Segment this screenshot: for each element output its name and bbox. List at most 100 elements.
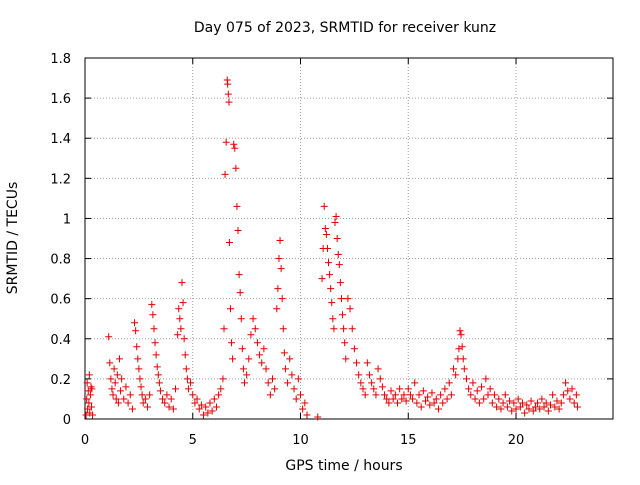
data-point	[482, 375, 490, 383]
x-tick-label: 15	[400, 433, 417, 448]
y-tick-label: 0.4	[50, 333, 71, 348]
data-point	[167, 395, 175, 403]
data-point	[175, 305, 183, 313]
data-point	[321, 224, 329, 232]
y-tick-label: 1.2	[50, 172, 71, 187]
data-point	[128, 405, 136, 413]
data-point	[452, 371, 460, 379]
data-point	[381, 391, 389, 399]
data-point	[286, 355, 294, 363]
data-point	[486, 385, 494, 393]
data-point	[154, 371, 162, 379]
grid-layer	[85, 58, 613, 419]
data-point	[262, 365, 270, 373]
data-point	[437, 391, 445, 399]
data-point	[566, 395, 574, 403]
data-point	[555, 405, 563, 413]
data-point	[333, 235, 341, 242]
data-point	[327, 285, 335, 293]
data-point	[110, 365, 118, 373]
data-point	[206, 399, 214, 407]
data-point	[89, 411, 97, 419]
data-point	[450, 365, 458, 373]
data-point	[149, 311, 157, 319]
data-point	[320, 202, 328, 210]
y-tick-label: 0	[63, 413, 71, 428]
data-point	[342, 355, 350, 363]
data-point	[326, 271, 334, 279]
y-axis-label: SRMTID / TECUs	[5, 182, 21, 295]
data-point	[508, 407, 516, 415]
data-point	[330, 325, 338, 333]
data-point	[159, 395, 167, 403]
data-point	[527, 397, 535, 405]
data-point	[336, 279, 344, 287]
data-point	[239, 365, 247, 373]
data-point	[202, 403, 210, 411]
data-point	[559, 391, 567, 399]
data-point	[430, 399, 438, 407]
data-point	[84, 387, 92, 395]
data-point	[279, 325, 287, 333]
y-tick-label: 1.4	[50, 132, 71, 147]
data-point	[108, 385, 116, 393]
data-point	[549, 391, 557, 399]
data-point	[82, 411, 90, 419]
data-point	[346, 305, 354, 313]
data-point	[152, 351, 160, 359]
data-point	[428, 389, 436, 397]
data-point	[325, 259, 333, 267]
data-point	[238, 345, 246, 353]
data-point	[233, 202, 241, 210]
data-point	[86, 391, 94, 399]
data-point	[220, 325, 228, 333]
data-point	[443, 395, 451, 403]
data-point	[258, 359, 266, 367]
data-point	[193, 395, 201, 403]
data-point	[471, 395, 479, 403]
data-point	[273, 305, 281, 313]
data-point	[467, 391, 475, 399]
data-point	[400, 391, 408, 399]
data-point	[151, 339, 159, 347]
tick-layer: 0 0.2 0.4 0.6 0.8 1 1.2 1.4 1.6 1.8 0 5 10 15 20	[50, 52, 613, 448]
data-point	[84, 405, 92, 413]
data-point	[378, 383, 386, 391]
data-point	[288, 371, 296, 379]
data-point	[542, 399, 550, 407]
data-point	[318, 275, 326, 283]
data-point	[368, 379, 376, 387]
data-point	[328, 299, 336, 307]
data-point	[409, 395, 417, 403]
data-point	[156, 387, 164, 395]
data-point	[337, 295, 345, 303]
data-point	[387, 387, 395, 395]
data-point	[422, 397, 430, 405]
data-point	[445, 379, 453, 387]
data-point	[314, 413, 322, 421]
data-point	[208, 407, 216, 415]
data-point	[169, 405, 177, 413]
data-point	[301, 399, 309, 407]
data-point	[357, 379, 365, 387]
data-point	[183, 375, 191, 383]
data-point	[237, 315, 245, 323]
data-point	[570, 399, 578, 407]
data-point	[231, 144, 239, 152]
data-point	[329, 315, 337, 323]
data-point	[290, 385, 298, 393]
data-point	[197, 401, 205, 409]
point-layer	[82, 76, 581, 421]
data-point	[253, 339, 261, 347]
data-point	[534, 399, 542, 407]
data-point	[137, 383, 145, 391]
data-point	[294, 375, 302, 383]
data-point	[284, 379, 292, 387]
data-point	[106, 359, 114, 367]
data-point	[161, 399, 169, 407]
data-point	[229, 355, 237, 363]
data-point	[424, 393, 432, 401]
data-point	[191, 399, 199, 407]
data-point	[350, 345, 358, 353]
